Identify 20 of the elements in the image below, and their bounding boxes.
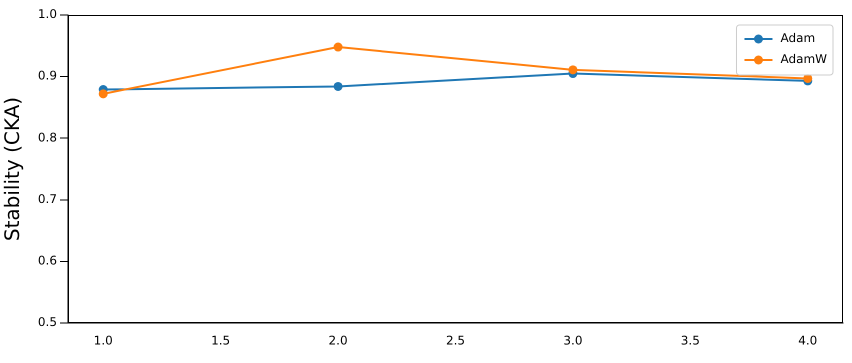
y-axis-title: Stability (CKA) (0, 96, 24, 242)
point (568, 65, 578, 74)
legend-label: AdamW (780, 52, 828, 66)
y-tick-label: 1.0 (38, 7, 57, 22)
point (98, 89, 108, 98)
x-tick-label: 3.0 (563, 333, 582, 348)
x-tick-label: 2.0 (328, 333, 348, 348)
y-tick-label: 0.9 (38, 68, 57, 83)
x-tick-label: 4.0 (798, 333, 818, 348)
y-tick-label: 0.8 (38, 130, 57, 144)
point (334, 42, 343, 52)
point (334, 82, 343, 91)
y-tick-label: 0.6 (38, 254, 57, 268)
x-tick-label: 1.0 (94, 333, 113, 348)
y-tick-label: 0.5 (38, 315, 57, 330)
x-tick-label: 2.5 (446, 333, 466, 348)
x-tick-label: 3.5 (680, 333, 700, 348)
x-tick-label: 1.5 (211, 333, 230, 348)
y-tick-label: 0.7 (38, 192, 57, 206)
legend-label: Adam (780, 31, 816, 46)
